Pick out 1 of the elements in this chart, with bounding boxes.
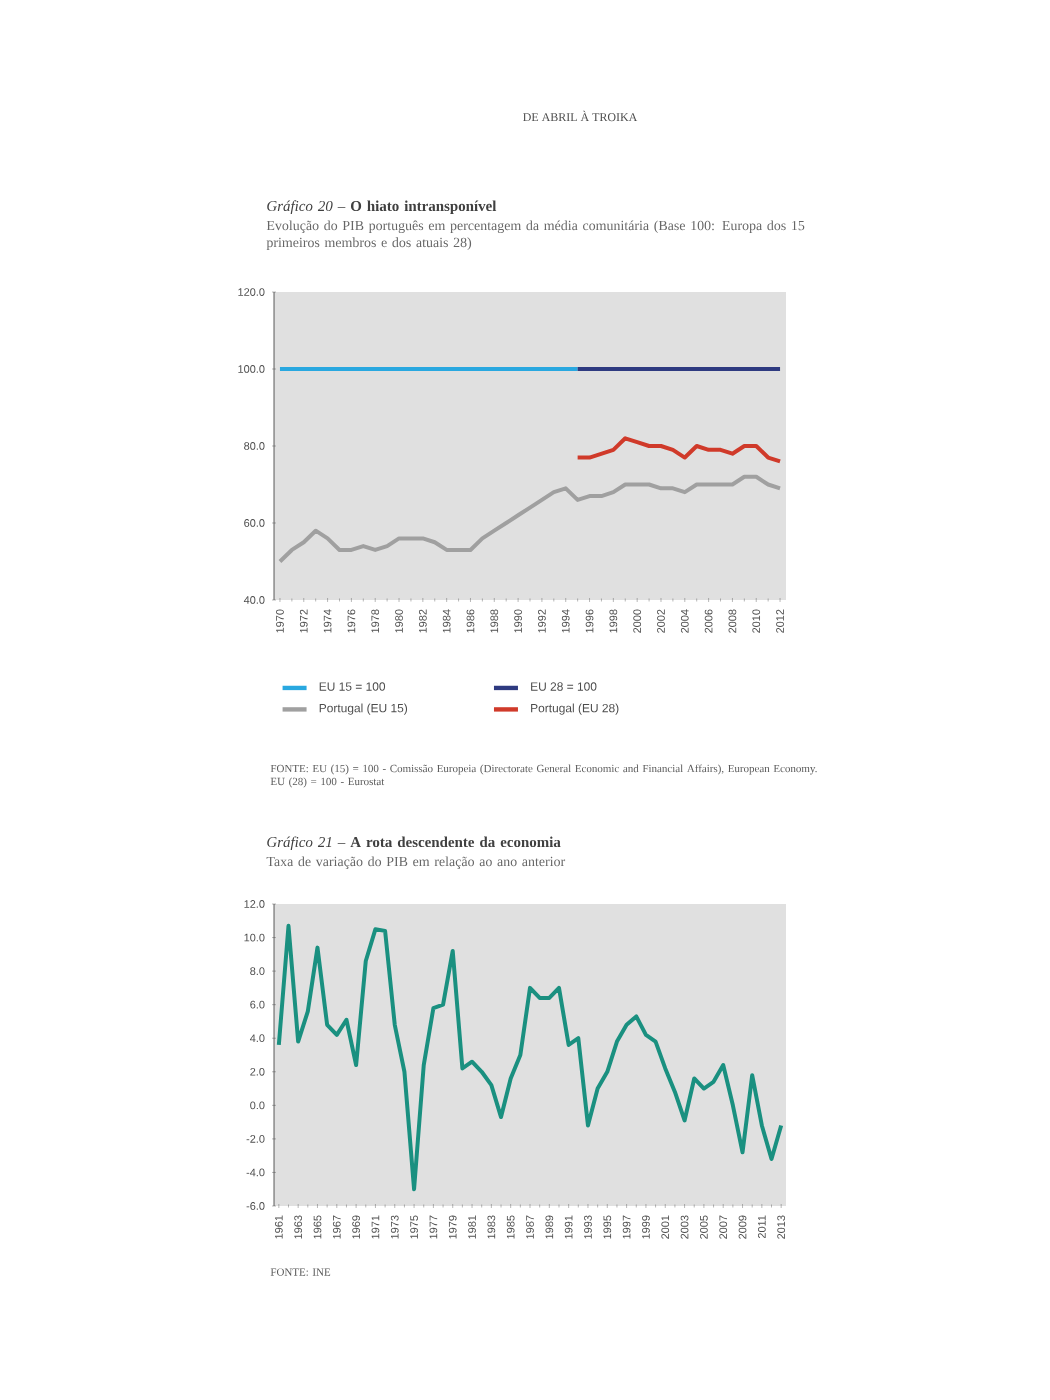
line-series: [276, 923, 784, 1192]
